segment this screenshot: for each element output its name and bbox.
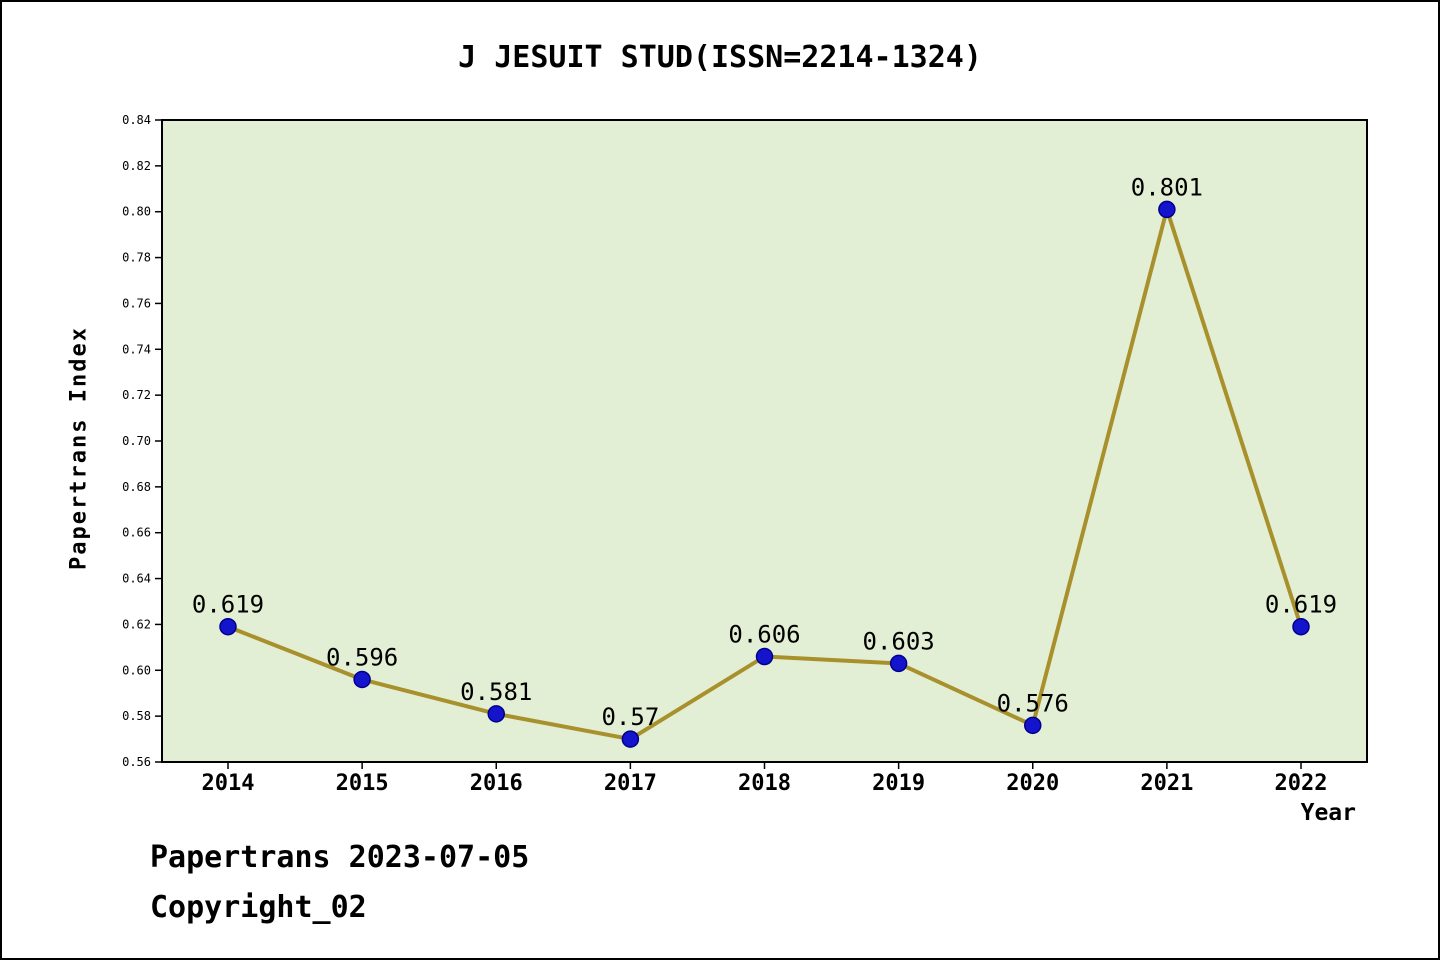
y-tick-label: 0.58 — [122, 709, 151, 723]
x-tick-label: 2018 — [738, 771, 791, 796]
data-point-label: 0.576 — [997, 689, 1069, 717]
watermark-date: Papertrans 2023-07-05 — [150, 840, 530, 875]
plot-border — [161, 119, 1368, 763]
x-axis-label: Year — [1300, 800, 1356, 826]
y-tick-label: 0.78 — [122, 251, 151, 265]
y-tick-label: 0.60 — [122, 663, 151, 677]
data-point-label: 0.619 — [1265, 591, 1337, 619]
y-tick-label: 0.70 — [122, 434, 151, 448]
x-tick-label: 2020 — [1006, 771, 1059, 796]
y-tick-label: 0.74 — [122, 342, 151, 356]
y-tick-label: 0.72 — [122, 388, 151, 402]
data-point — [1024, 716, 1042, 735]
data-point — [1292, 617, 1310, 636]
data-point — [353, 670, 371, 689]
data-point — [889, 654, 908, 673]
data-point — [755, 647, 774, 666]
x-tick-label: 2019 — [872, 771, 925, 796]
data-point-label: 0.581 — [460, 678, 532, 706]
y-tick-label: 0.68 — [122, 480, 151, 494]
x-tick-label: 2015 — [336, 771, 389, 796]
data-point-label: 0.606 — [728, 621, 800, 649]
y-tick-label: 0.80 — [122, 205, 151, 219]
x-tick-label: 2014 — [202, 771, 255, 796]
data-point-label: 0.596 — [326, 643, 398, 671]
chart-title: J JESUIT STUD(ISSN=2214-1324) — [458, 40, 982, 75]
data-point — [1158, 200, 1176, 219]
data-point-label: 0.57 — [601, 703, 659, 731]
y-tick-label: 0.64 — [122, 572, 151, 586]
watermark-copyright: Copyright_02 — [150, 890, 367, 925]
y-tick-label: 0.66 — [122, 526, 151, 540]
data-point — [219, 617, 237, 636]
y-tick-label: 0.76 — [122, 296, 151, 310]
y-tick-label: 0.84 — [122, 113, 151, 127]
y-tick-label: 0.56 — [122, 755, 151, 769]
x-tick-label: 2017 — [604, 771, 657, 796]
data-point — [487, 705, 505, 723]
x-tick-label: 2021 — [1140, 771, 1193, 796]
data-point-label: 0.603 — [863, 627, 935, 655]
x-tick-label: 2022 — [1275, 771, 1328, 796]
x-tick-label: 2016 — [470, 771, 523, 796]
y-tick-label: 0.82 — [122, 159, 151, 173]
data-point-label: 0.801 — [1131, 173, 1203, 201]
data-point-label: 0.619 — [192, 591, 264, 619]
y-tick-label: 0.62 — [122, 617, 151, 631]
data-point — [621, 730, 640, 748]
